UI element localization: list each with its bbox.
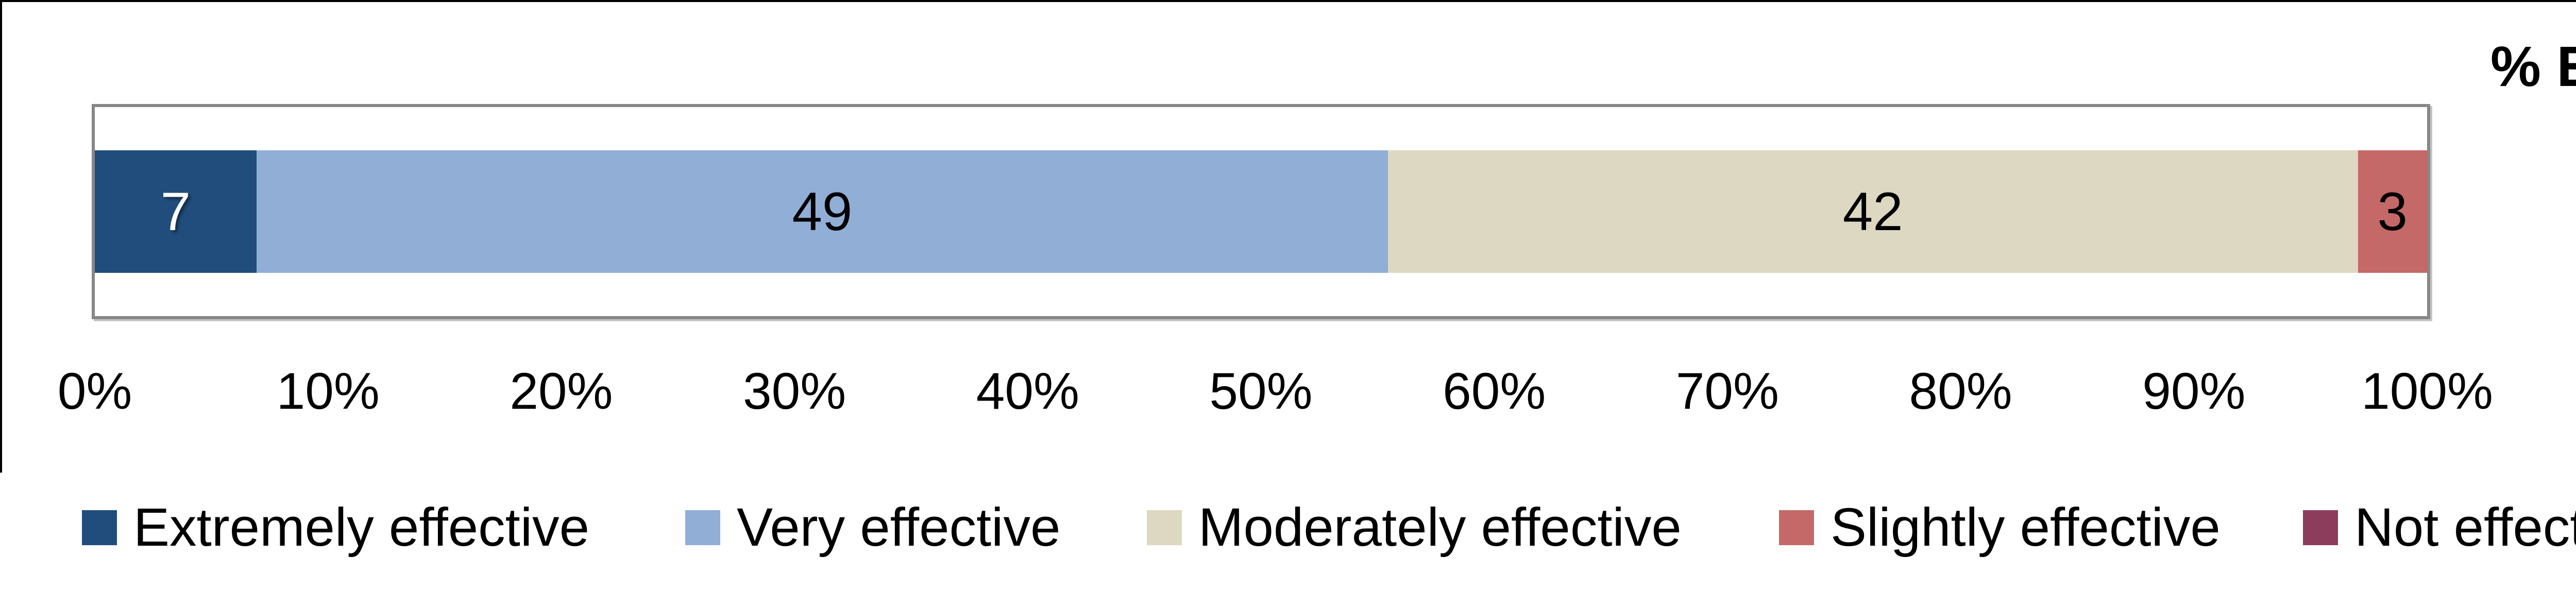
stacked-bar: 7 49 42 3 [95,150,2427,273]
x-tick-label-0: 0% [57,362,132,420]
bar-segment-extremely-effective: 7 [95,150,257,273]
x-tick-label-10: 10% [276,362,380,420]
legend-label-moderately-effective: Moderately effective [1198,497,1682,558]
legend-label-extremely-effective: Extremely effective [133,497,590,558]
legend-label-not-effective-at-all: Not effective at all [2354,497,2576,558]
effective-header: % Effective [2490,35,2576,98]
frame-border-left [0,0,2,473]
frame-border-top [0,0,2576,2]
x-tick-label-60: 60% [1443,362,1546,420]
data-label-moderately-effective: 42 [1842,181,1903,242]
x-axis: 0% 10% 20% 30% 40% 50% 60% 70% 80% 90% 100% [58,358,2493,425]
legend-swatch-slightly-effective [1779,510,1814,545]
x-tick-label-30: 30% [743,362,846,420]
legend-item-very-effective: Very effective [685,499,1060,556]
legend-swatch-moderately-effective [1147,510,1182,545]
legend-item-moderately-effective: Moderately effective [1147,499,1682,556]
bar-segment-slightly-effective: 3 [2358,150,2427,273]
legend-swatch-not-effective-at-all [2303,510,2338,545]
legend-item-extremely-effective: Extremely effective [82,499,589,556]
data-label-very-effective: 49 [792,181,853,242]
legend-swatch-very-effective [685,510,720,545]
effective-value: 55% [2490,225,2576,284]
x-tick-label-50: 50% [1209,362,1313,420]
x-tick-label-40: 40% [976,362,1079,420]
bar-segment-very-effective: 49 [256,150,1388,273]
legend-item-slightly-effective: Slightly effective [1779,499,2221,556]
legend-label-very-effective: Very effective [737,497,1061,558]
legend-item-not-effective-at-all: Not effective at all [2303,499,2576,556]
bar-segment-moderately-effective: 42 [1388,150,2358,273]
legend-label-slightly-effective: Slightly effective [1831,497,2221,558]
x-tick-label-80: 80% [1909,362,2012,420]
data-label-extremely-effective: 7 [160,181,191,242]
plot-area: 7 49 42 3 [92,104,2430,319]
legend-swatch-extremely-effective [82,510,117,545]
x-tick-label-70: 70% [1675,362,1779,420]
x-tick-label-100: 100% [2361,362,2493,420]
x-tick-label-90: 90% [2142,362,2246,420]
legend: Extremely effective Very effective Moderat… [0,499,2576,556]
data-label-slightly-effective: 3 [2377,181,2408,242]
x-tick-label-20: 20% [510,362,613,420]
